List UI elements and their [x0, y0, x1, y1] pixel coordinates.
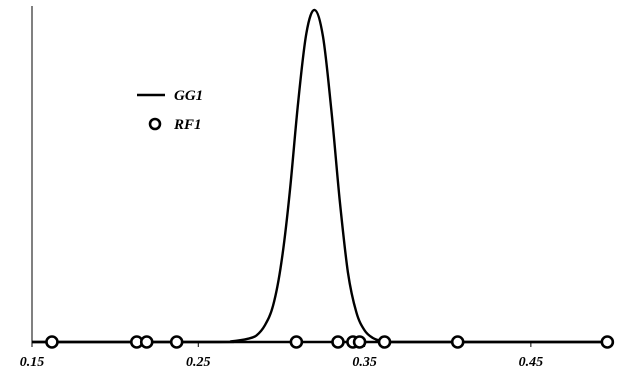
x-tick-label: 0.25	[186, 355, 211, 370]
legend-rf1-label: RF1	[173, 117, 202, 133]
series-rf1-point	[45, 335, 59, 349]
series-rf1-point	[139, 335, 154, 349]
plot-area	[31, 8, 615, 349]
series-rf1-point	[352, 335, 367, 349]
series-rf1-point	[450, 335, 465, 349]
x-tick-label: 0.15	[20, 355, 45, 370]
x-tick-label: 0.35	[352, 355, 377, 370]
series-rf1-point	[600, 335, 615, 349]
series-gg1-line	[31, 8, 614, 344]
legend-rf1-marker	[148, 117, 162, 131]
legend: GG1 RF1	[137, 88, 203, 133]
x-tick-label: 0.45	[519, 355, 544, 370]
series-rf1-point	[169, 335, 184, 349]
series-rf1-point	[331, 335, 345, 349]
legend-gg1-label: GG1	[174, 88, 203, 104]
series-rf1-point	[377, 335, 392, 349]
series-rf1-point	[289, 335, 304, 349]
x-ticks: 0.15 0.25 0.35 0.45	[20, 342, 543, 370]
